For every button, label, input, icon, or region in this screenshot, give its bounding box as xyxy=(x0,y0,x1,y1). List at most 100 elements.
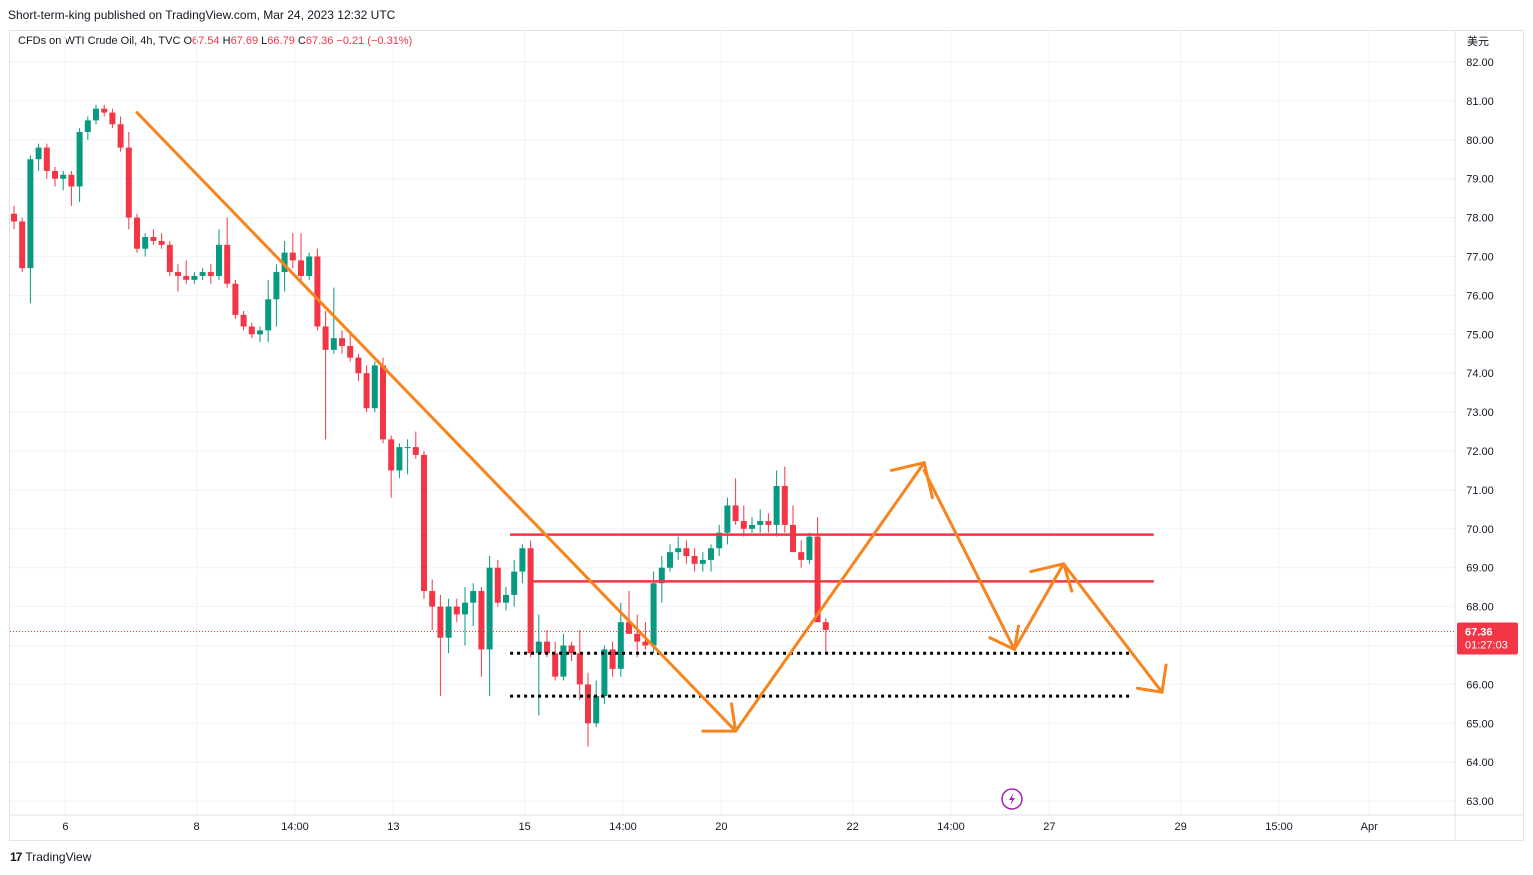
candle-body xyxy=(486,567,493,650)
candle-body xyxy=(281,252,288,273)
brand-name: TradingView xyxy=(25,850,92,864)
candle-body xyxy=(265,299,272,331)
candle-body xyxy=(52,170,58,179)
x-tick-label: 22 xyxy=(846,821,858,833)
candle-body xyxy=(609,649,616,669)
y-tick-label: 78.00 xyxy=(1466,213,1494,225)
legend-open-label: O xyxy=(183,35,193,47)
x-tick-label: 8 xyxy=(194,821,200,833)
last-price-tag: 67.36 01:27:03 xyxy=(1457,622,1518,655)
candle-body xyxy=(396,447,403,471)
candle-body xyxy=(740,521,747,529)
candle-body xyxy=(207,272,214,276)
candle-body xyxy=(683,548,690,557)
candle-body xyxy=(84,120,91,133)
price-axis[interactable]: 82.00 81.00 80.00 79.00 78.00 77.00 76.00 75.00… xyxy=(1466,57,1494,808)
legend-high-label: H xyxy=(222,35,231,47)
candle-body xyxy=(101,108,108,113)
candle-body xyxy=(568,645,575,654)
candle-body xyxy=(667,552,673,568)
candle-body xyxy=(232,283,239,315)
candle-body xyxy=(412,447,419,455)
drawn-arrows xyxy=(135,111,1168,733)
y-tick-label: 72.00 xyxy=(1466,446,1494,458)
candle-body xyxy=(347,345,354,358)
candle-body xyxy=(150,237,157,241)
candle-body xyxy=(617,622,624,669)
candle-body xyxy=(380,365,386,440)
candle-body xyxy=(158,240,165,245)
legend-high-value: 67.69 xyxy=(230,35,259,47)
candle-body xyxy=(503,594,509,603)
y-tick-label: 76.00 xyxy=(1466,290,1494,302)
candle-body xyxy=(634,633,641,642)
candle-body xyxy=(355,357,362,374)
y-tick-label: 73.00 xyxy=(1466,407,1494,419)
candle-body xyxy=(27,159,34,269)
last-price-value: 67.36 xyxy=(1465,626,1493,638)
arrowhead-drop xyxy=(988,624,1020,651)
chart-frame[interactable] xyxy=(9,30,1524,841)
candle-body xyxy=(191,275,198,280)
arrowhead-low xyxy=(701,702,738,733)
candle-body xyxy=(314,256,321,327)
candle-body xyxy=(248,326,255,335)
candle-body xyxy=(11,213,17,222)
candle-body xyxy=(773,486,780,525)
legend-low-label: L xyxy=(261,35,268,47)
x-tick-label: 15:00 xyxy=(1265,821,1293,833)
y-tick-label: 81.00 xyxy=(1466,96,1494,108)
candle-body xyxy=(511,571,518,595)
candle-body xyxy=(724,505,731,533)
candle-body xyxy=(716,532,723,549)
candle-body xyxy=(478,591,485,650)
candle-body xyxy=(658,567,665,584)
candle-body xyxy=(68,174,75,187)
y-tick-label: 74.00 xyxy=(1466,368,1494,380)
candle-body xyxy=(183,275,190,280)
tradingview-brand[interactable]: 17 TradingView xyxy=(10,850,91,864)
legend-open-value: 67.54 xyxy=(192,35,220,47)
candle-body xyxy=(519,548,526,572)
candle-body xyxy=(298,260,304,276)
countdown-value: 01:27:03 xyxy=(1465,639,1508,651)
legend-symbol[interactable]: CFDs on WTI Crude Oil, 4h, TVC xyxy=(18,35,181,47)
candle-body xyxy=(199,272,206,276)
candle-body xyxy=(429,591,436,607)
lightning-icon[interactable] xyxy=(1001,788,1023,810)
legend-low-value: 66.79 xyxy=(267,35,295,47)
candle-body xyxy=(585,684,591,724)
y-tick-label: 82.00 xyxy=(1466,57,1494,69)
candle-body xyxy=(790,524,796,553)
y-tick-label: 75.00 xyxy=(1466,329,1494,341)
candle-body xyxy=(535,641,542,654)
candle-body xyxy=(363,373,370,409)
x-tick-label: 27 xyxy=(1043,821,1055,833)
x-tick-label: 20 xyxy=(715,821,727,833)
candle-body xyxy=(462,602,468,615)
y-tick-label: 63.00 xyxy=(1466,796,1494,808)
candle-body xyxy=(224,244,231,284)
candle-body xyxy=(798,552,805,560)
legend-close-value: 67.36 xyxy=(305,35,334,47)
y-tick-label: 71.00 xyxy=(1466,485,1494,497)
candle-body xyxy=(306,256,313,276)
candle-body xyxy=(421,454,427,592)
y-tick-label: 70.00 xyxy=(1466,524,1494,536)
candle-body xyxy=(322,326,329,350)
y-tick-label: 80.00 xyxy=(1466,135,1494,147)
candle-body xyxy=(626,622,632,634)
candle-body xyxy=(60,174,67,179)
candle-body xyxy=(601,649,608,697)
y-tick-label: 79.00 xyxy=(1466,174,1494,186)
candle-body xyxy=(125,147,132,218)
grid-lines xyxy=(10,31,1524,841)
tradingview-logo-icon: 17 xyxy=(10,850,22,864)
candle-body xyxy=(527,548,534,654)
time-axis[interactable]: 6 8 14:00 13 15 14:00 20 22 14:00 27 29 15:00 Apr xyxy=(62,821,1378,833)
x-tick-label: 14:00 xyxy=(937,821,965,833)
candle-body xyxy=(216,244,222,276)
candle-body xyxy=(576,653,583,685)
x-tick-label: 15 xyxy=(518,821,530,833)
